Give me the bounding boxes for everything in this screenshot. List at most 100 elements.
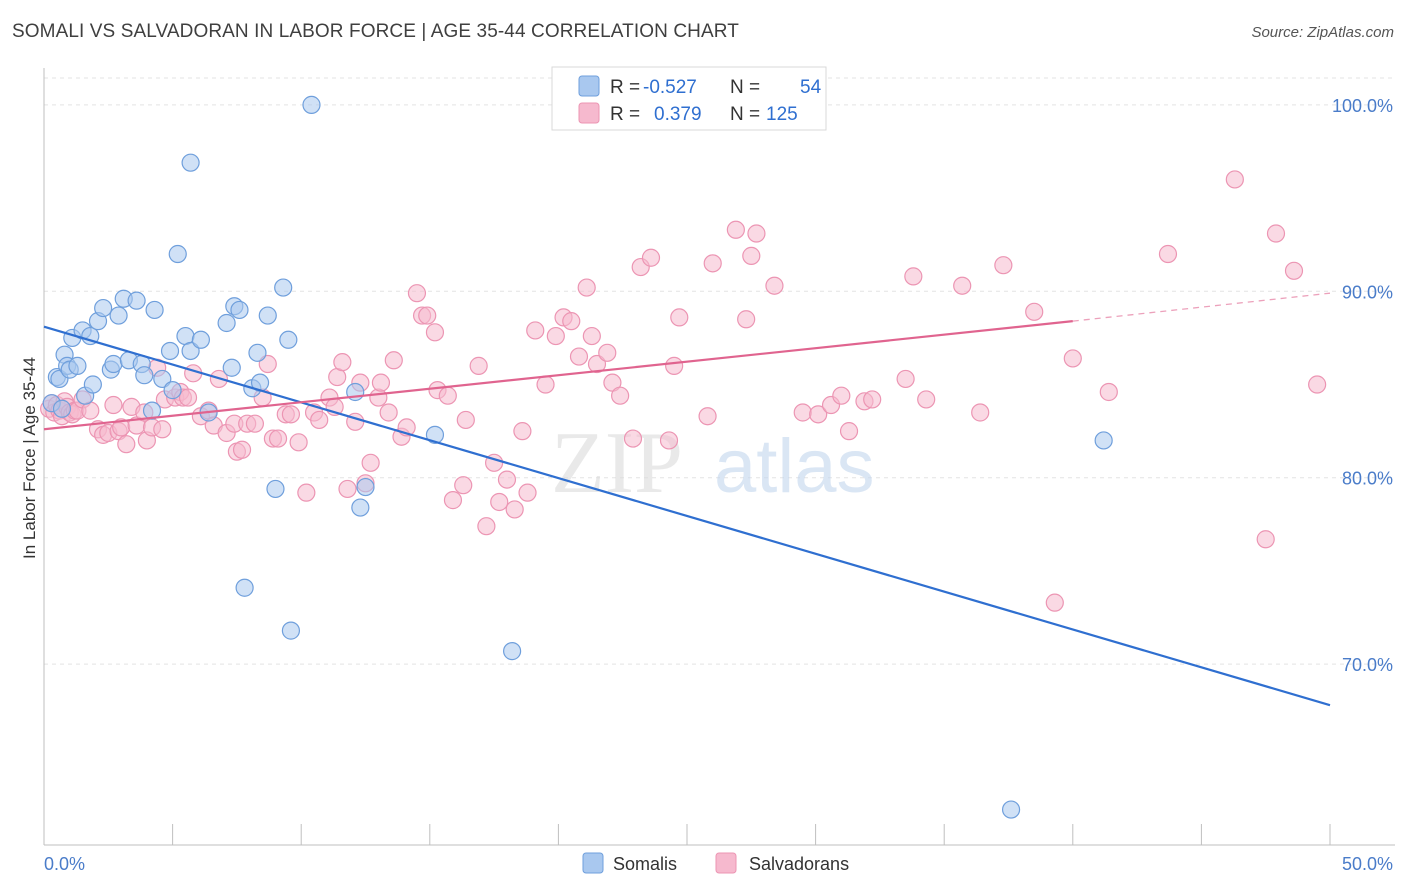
salvadoran-point — [546, 326, 565, 346]
salvadoran-trend-extension — [1072, 292, 1331, 322]
salvadoran-point — [793, 403, 812, 422]
salvadoran-point — [665, 356, 684, 375]
somali-point — [181, 153, 200, 172]
salvadoran-point — [1284, 261, 1304, 280]
somali-point — [83, 375, 102, 394]
somali-point — [248, 343, 267, 362]
somali-point — [230, 300, 249, 320]
legend-n-value-salvadoran: 125 — [766, 104, 798, 125]
somali-point — [302, 95, 321, 114]
salvadoran-point — [1099, 382, 1118, 402]
salvadoran-point — [582, 326, 601, 346]
legend-r-value-salvadoran: 0.379 — [654, 104, 702, 125]
legend-n-value-somali: 54 — [800, 77, 822, 98]
salvadoran-point — [289, 433, 308, 452]
salvadoran-point — [117, 435, 136, 454]
legend-r-label-somali: R = — [610, 77, 640, 98]
y-tick-label: 100.0% — [1332, 96, 1393, 116]
salvadoran-point — [526, 321, 545, 340]
salvadoran-point — [338, 479, 357, 499]
salvadoran-point — [839, 422, 859, 441]
salvadoran-point — [703, 254, 722, 273]
somali-point — [503, 642, 522, 661]
salvadoran-point — [809, 405, 828, 424]
salvadoran-point — [971, 403, 990, 422]
salvadoran-point — [477, 517, 496, 536]
somali-point — [127, 291, 146, 310]
salvadoran-point — [536, 375, 555, 394]
somali-point — [279, 330, 298, 349]
legend-swatch-salvadoran — [578, 102, 600, 124]
bottom-legend: Somalis Salvadorans — [582, 852, 849, 874]
x-tick-label: 50.0% — [1342, 854, 1393, 874]
somali-point — [142, 401, 162, 420]
salvadoran-point — [726, 220, 745, 239]
salvadoran-point — [104, 395, 123, 415]
somali-point — [181, 341, 200, 361]
salvadoran-point — [497, 470, 517, 489]
somali-point — [1094, 431, 1113, 450]
somali-point — [266, 479, 285, 499]
salvadoran-point — [333, 353, 352, 372]
somali-point — [52, 399, 72, 418]
legend-swatch-somali — [578, 75, 600, 97]
salvadoran-point — [598, 343, 617, 362]
somali-point — [160, 341, 180, 361]
salvadoran-point — [562, 312, 581, 331]
y-tick-labels: 70.0% 80.0% 90.0% 100.0% — [1332, 96, 1393, 675]
somali-point — [109, 306, 128, 325]
bottom-legend-swatch-somali — [582, 852, 604, 874]
axes — [43, 68, 1395, 846]
salvadoran-point — [384, 351, 403, 370]
salvadoran-point — [659, 431, 679, 450]
salvadoran-point — [513, 422, 532, 441]
somali-point — [217, 313, 236, 333]
salvadoran-point — [832, 386, 851, 405]
salvadoran-point — [518, 483, 537, 502]
y-tick-label: 70.0% — [1342, 655, 1393, 675]
bottom-legend-label-salvadoran: Salvadorans — [749, 854, 849, 874]
salvadoran-point — [569, 347, 589, 366]
somali-point — [351, 498, 370, 517]
salvadoran-point — [297, 483, 316, 502]
salvadoran-point — [258, 354, 277, 374]
salvadoran-point — [418, 306, 437, 325]
watermark-zip: ZIP — [551, 415, 683, 512]
bottom-legend-label-somali: Somalis — [613, 854, 677, 874]
salvadoran-point — [863, 390, 882, 409]
somali-point — [68, 356, 87, 375]
salvadoran-point — [953, 276, 972, 295]
salvadoran-point — [454, 476, 473, 495]
salvadoran-point — [178, 388, 198, 407]
salvadoran-points — [40, 170, 1327, 612]
somali-point — [135, 366, 154, 385]
somali-point — [163, 381, 182, 400]
salvadoran-point — [670, 308, 689, 327]
salvadoran-point — [737, 310, 756, 329]
salvadoran-point — [1308, 375, 1327, 394]
somali-points — [42, 95, 1113, 819]
salvadoran-point — [369, 388, 388, 407]
salvadoran-point — [153, 420, 172, 439]
salvadoran-point — [1158, 244, 1178, 264]
salvadoran-point — [310, 410, 329, 430]
somali-point — [191, 330, 210, 349]
somali-point — [274, 278, 293, 297]
legend-r-value-somali: -0.527 — [643, 77, 697, 98]
salvadoran-point — [379, 403, 398, 422]
bottom-legend-swatch-salvadoran — [715, 852, 737, 874]
salvadoran-point — [1063, 349, 1082, 368]
legend-r-label-salvadoran: R = — [610, 104, 640, 125]
salvadoran-point — [896, 369, 915, 389]
salvadoran-point — [425, 323, 445, 342]
salvadoran-point — [1025, 302, 1044, 321]
somali-point — [81, 326, 100, 346]
salvadoran-point — [361, 453, 380, 472]
salvadoran-point — [994, 256, 1013, 275]
salvadoran-point — [611, 386, 630, 405]
somali-point — [94, 298, 113, 318]
salvadoran-point — [268, 429, 288, 448]
somali-point — [1001, 800, 1021, 819]
somali-point — [104, 354, 123, 374]
